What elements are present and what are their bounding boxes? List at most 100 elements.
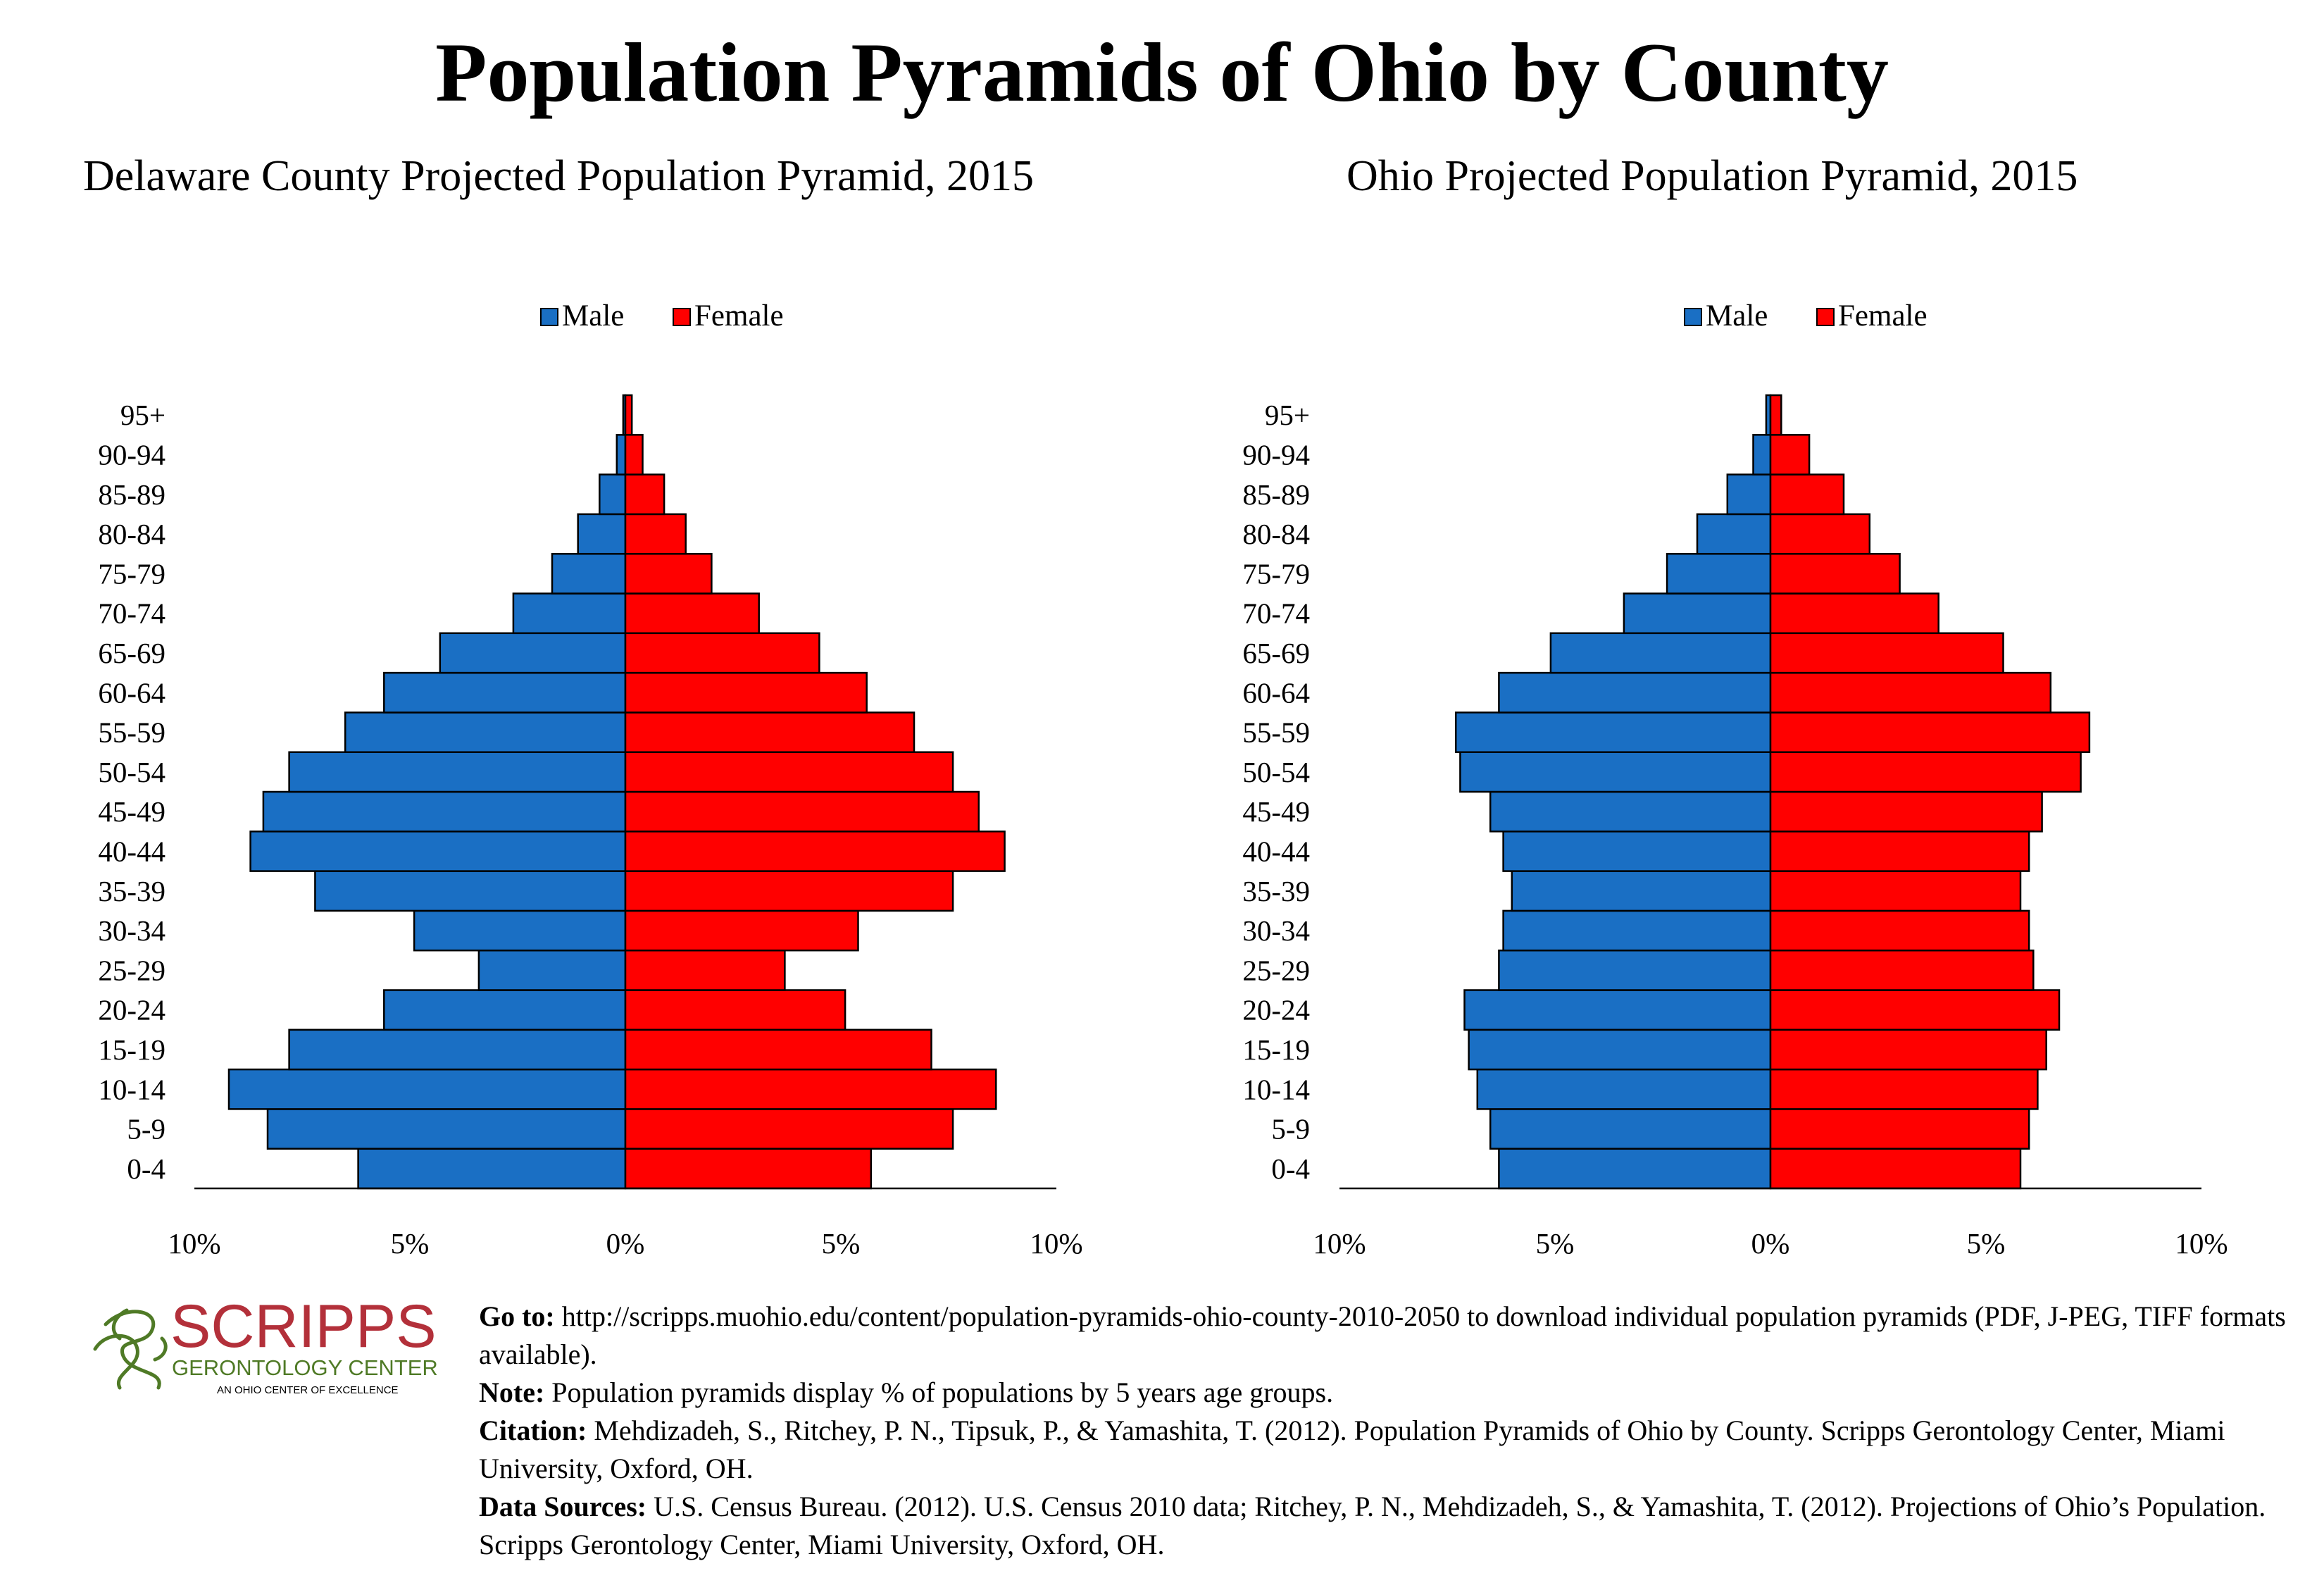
x-tick-label: 10% — [1030, 1227, 1082, 1260]
age-group-label: 0-4 — [1271, 1152, 1310, 1185]
age-group-label: 35-39 — [98, 875, 165, 907]
female-bar-65-69 — [624, 632, 820, 674]
male-bar-25-29 — [1498, 949, 1772, 991]
male-bar-25-29 — [477, 949, 627, 991]
age-group-label: 90-94 — [1242, 439, 1310, 471]
male-bar-10-14 — [1476, 1068, 1772, 1110]
female-bar-35-39 — [1769, 870, 2022, 912]
age-group-label: 75-79 — [98, 557, 165, 590]
female-bar-40-44 — [1769, 831, 2030, 872]
age-group-label: 25-29 — [98, 954, 165, 986]
scripps-swirl-icon — [93, 1308, 168, 1390]
age-group-label: 95+ — [120, 399, 165, 431]
legend-female-label: Female — [1838, 299, 1928, 332]
footer-citation-label: Citation: — [479, 1415, 587, 1446]
x-tick-label: 10% — [2175, 1227, 2228, 1260]
female-bar-10-14 — [624, 1068, 997, 1110]
male-bar-80-84 — [1696, 513, 1772, 555]
male-bar-5-9 — [266, 1108, 627, 1150]
logo-tagline: AN OHIO CENTER OF EXCELLENCE — [217, 1384, 399, 1396]
male-bar-40-44 — [249, 831, 627, 872]
x-tick-label: 5% — [1536, 1227, 1575, 1260]
age-group-label: 10-14 — [98, 1073, 165, 1105]
delaware-pyramid-chart: 0-4 5-9 10-14 15-19 20-24 25-29 30-34 35-39 40-4… — [98, 299, 1082, 1260]
male-bar-60-64 — [1498, 671, 1772, 714]
footer-citation-text: Mehdizadeh, S., Ritchey, P. N., Tipsuk, … — [479, 1415, 2225, 1484]
age-group-label: 20-24 — [1242, 994, 1310, 1026]
male-bar-15-19 — [1468, 1028, 1772, 1071]
female-bar-20-24 — [1769, 989, 2061, 1031]
age-group-label: 80-84 — [1242, 518, 1310, 550]
age-group-label: 30-34 — [98, 914, 165, 947]
age-group-label: 95+ — [1265, 399, 1310, 431]
female-bar-70-74 — [1769, 592, 1939, 635]
male-bar-80-84 — [577, 513, 627, 555]
male-bar-35-39 — [314, 870, 627, 912]
female-bar-35-39 — [624, 870, 954, 912]
page-title: Population Pyramids of Ohio by County — [435, 25, 1889, 119]
age-group-label: 40-44 — [1242, 835, 1310, 868]
female-bar-5-9 — [1769, 1108, 2030, 1150]
x-tick-label: 10% — [1313, 1227, 1366, 1260]
footer-sources: Data Sources: U.S. Census Bureau. (2012)… — [479, 1488, 2310, 1564]
footer-goto-label: Go to: — [479, 1300, 555, 1332]
female-bar-30-34 — [624, 909, 859, 952]
age-group-label: 85-89 — [98, 478, 165, 511]
female-bar-45-49 — [1769, 790, 2043, 833]
age-group-label: 45-49 — [1242, 795, 1310, 828]
male-bar-85-89 — [1726, 473, 1772, 516]
male-bar-20-24 — [1463, 989, 1772, 1031]
legend-male-label: Male — [1706, 299, 1768, 332]
age-group-label: 50-54 — [1242, 756, 1310, 788]
legend-male-label: Male — [562, 299, 624, 332]
male-bar-45-49 — [1489, 790, 1772, 833]
female-bar-90-94 — [1769, 434, 1811, 476]
x-tick-label: 5% — [1967, 1227, 2006, 1260]
age-group-label: 55-59 — [98, 716, 165, 749]
age-group-label: 80-84 — [98, 518, 165, 550]
female-bar-70-74 — [624, 592, 760, 635]
male-bar-5-9 — [1489, 1108, 1772, 1150]
male-bar-70-74 — [1623, 592, 1772, 635]
female-bar-25-29 — [1769, 949, 2035, 991]
age-group-label: 0-4 — [127, 1152, 165, 1185]
age-group-label: 70-74 — [98, 597, 165, 630]
male-bar-50-54 — [1459, 751, 1772, 793]
female-bar-55-59 — [1769, 711, 2091, 753]
female-bar-15-19 — [1769, 1028, 2047, 1071]
female-bar-95+ — [624, 394, 633, 436]
age-group-label: 15-19 — [98, 1033, 165, 1066]
age-group-label: 5-9 — [1271, 1113, 1310, 1145]
age-group-label: 40-44 — [98, 835, 165, 868]
legend-male-swatch — [1684, 308, 1702, 326]
legend-female-swatch — [673, 308, 691, 326]
chart-title-delaware: Delaware County Projected Population Pyr… — [83, 152, 1034, 200]
female-bar-60-64 — [624, 671, 868, 714]
age-group-label: 15-19 — [1242, 1033, 1310, 1066]
male-bar-85-89 — [599, 473, 627, 516]
female-bar-60-64 — [1769, 671, 2052, 714]
male-bar-15-19 — [288, 1028, 627, 1071]
legend-female-label: Female — [694, 299, 784, 332]
footer-goto-text: http://scripps.muohio.edu/content/popula… — [479, 1300, 2286, 1370]
footer-sources-text: U.S. Census Bureau. (2012). U.S. Census … — [479, 1491, 2266, 1560]
age-group-label: 85-89 — [1242, 478, 1310, 511]
male-bar-30-34 — [1502, 909, 1772, 952]
age-group-label: 30-34 — [1242, 914, 1310, 947]
male-bar-35-39 — [1511, 870, 1772, 912]
female-bar-80-84 — [1769, 513, 1871, 555]
logo-subtitle: GERONTOLOGY CENTER — [172, 1355, 438, 1380]
female-bar-40-44 — [624, 831, 1006, 872]
female-bar-25-29 — [624, 949, 786, 991]
age-group-label: 35-39 — [1242, 875, 1310, 907]
female-bar-30-34 — [1769, 909, 2030, 952]
female-bar-5-9 — [624, 1108, 954, 1150]
female-bar-85-89 — [1769, 473, 1845, 516]
age-group-label: 60-64 — [1242, 676, 1310, 709]
footer-notes: Go to: http://scripps.muohio.edu/content… — [479, 1298, 2310, 1564]
female-bar-45-49 — [624, 790, 980, 833]
female-bar-0-4 — [1769, 1148, 2022, 1190]
female-bar-90-94 — [624, 434, 644, 476]
ohio-pyramid-chart: 0-4 5-9 10-14 15-19 20-24 25-29 30-34 35-39 40-4… — [1242, 299, 2228, 1260]
male-bar-45-49 — [262, 790, 627, 833]
